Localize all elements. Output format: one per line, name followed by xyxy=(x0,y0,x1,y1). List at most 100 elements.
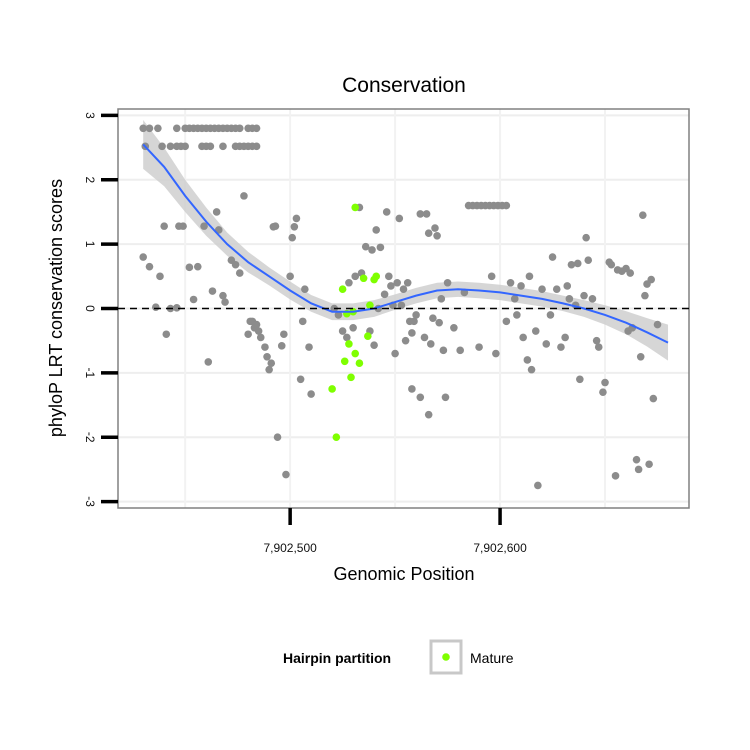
other-point xyxy=(231,260,240,269)
other-point xyxy=(166,142,175,151)
other-point xyxy=(534,481,542,490)
other-point xyxy=(557,343,565,351)
other-point xyxy=(424,410,433,419)
other-point xyxy=(401,336,410,345)
points-layer xyxy=(139,124,662,490)
other-point xyxy=(301,285,309,293)
other-point xyxy=(172,124,181,133)
other-point xyxy=(193,262,202,271)
other-point xyxy=(252,124,261,133)
other-point xyxy=(636,352,645,361)
other-point xyxy=(277,342,286,350)
other-point xyxy=(548,253,557,261)
other-point xyxy=(240,192,248,200)
axis-ticks: 3 2 1 0 -1 -2 -3 7,902,500 7,902,600 xyxy=(83,112,527,555)
other-point xyxy=(290,222,299,231)
y-tick-label: 2 xyxy=(83,176,97,183)
other-point xyxy=(261,343,269,351)
other-point xyxy=(254,327,263,335)
mature-point xyxy=(359,274,368,283)
other-point xyxy=(641,291,649,300)
other-point xyxy=(265,365,273,374)
other-point xyxy=(189,295,198,304)
other-point xyxy=(502,201,511,210)
other-point xyxy=(200,222,208,230)
chart-title: Conservation xyxy=(342,74,466,97)
other-point xyxy=(343,333,351,342)
other-point xyxy=(345,278,353,287)
other-point xyxy=(154,124,162,133)
x-tick-label: 7,902,500 xyxy=(263,541,317,555)
other-point xyxy=(567,260,576,269)
mature-point xyxy=(347,373,355,382)
other-point xyxy=(410,317,418,326)
other-point xyxy=(542,340,551,348)
other-point xyxy=(403,278,412,287)
other-point xyxy=(437,295,446,303)
other-point xyxy=(349,324,357,332)
other-point xyxy=(475,343,483,351)
other-point xyxy=(492,349,500,358)
smooth-line xyxy=(142,143,669,344)
other-point xyxy=(422,210,431,218)
other-point xyxy=(219,291,227,300)
other-point xyxy=(601,378,609,387)
other-point xyxy=(607,260,616,269)
other-point xyxy=(292,214,301,223)
other-point xyxy=(450,324,458,332)
other-point xyxy=(235,269,244,277)
other-point xyxy=(156,272,164,281)
y-tick-label: 0 xyxy=(83,305,97,312)
other-point xyxy=(582,233,590,242)
other-point xyxy=(399,285,408,293)
mature-point xyxy=(345,340,353,348)
other-point xyxy=(361,242,370,251)
other-point xyxy=(298,317,307,326)
other-point xyxy=(611,472,620,480)
other-point xyxy=(525,272,534,281)
other-point xyxy=(338,327,347,335)
other-point xyxy=(334,311,343,319)
other-point xyxy=(538,285,546,293)
other-point xyxy=(647,275,656,284)
other-point xyxy=(185,263,194,272)
other-point xyxy=(162,330,171,339)
other-point xyxy=(523,356,532,364)
other-point xyxy=(433,231,441,240)
other-point xyxy=(282,470,290,479)
other-point xyxy=(513,311,521,319)
legend: Hairpin partition Mature xyxy=(283,639,514,675)
other-point xyxy=(391,349,399,358)
other-point xyxy=(420,333,429,342)
other-point xyxy=(416,393,425,402)
other-point xyxy=(139,253,147,261)
other-point xyxy=(588,295,597,303)
other-point xyxy=(431,224,439,232)
mature-point xyxy=(340,357,349,366)
y-tick-label: -3 xyxy=(83,496,97,507)
y-tick-label: 3 xyxy=(83,112,97,119)
other-point xyxy=(653,320,662,329)
other-point xyxy=(380,290,389,299)
other-point xyxy=(305,343,313,351)
other-point xyxy=(151,303,160,312)
other-point xyxy=(296,375,305,384)
confidence-band xyxy=(143,119,669,361)
other-point xyxy=(252,142,261,151)
other-point xyxy=(280,330,288,339)
other-point xyxy=(179,222,187,230)
other-point xyxy=(584,256,593,265)
other-point xyxy=(519,333,527,342)
other-point xyxy=(576,375,584,384)
other-point xyxy=(506,278,515,287)
legend-label-mature: Mature xyxy=(470,650,514,666)
other-point xyxy=(263,352,271,361)
other-point xyxy=(307,390,315,398)
other-point xyxy=(208,287,217,295)
other-point xyxy=(552,285,561,293)
other-point xyxy=(441,393,450,402)
legend-mature-marker xyxy=(442,653,450,661)
other-point xyxy=(382,208,391,216)
smooth-line-layer xyxy=(142,143,669,344)
other-point xyxy=(649,394,658,403)
